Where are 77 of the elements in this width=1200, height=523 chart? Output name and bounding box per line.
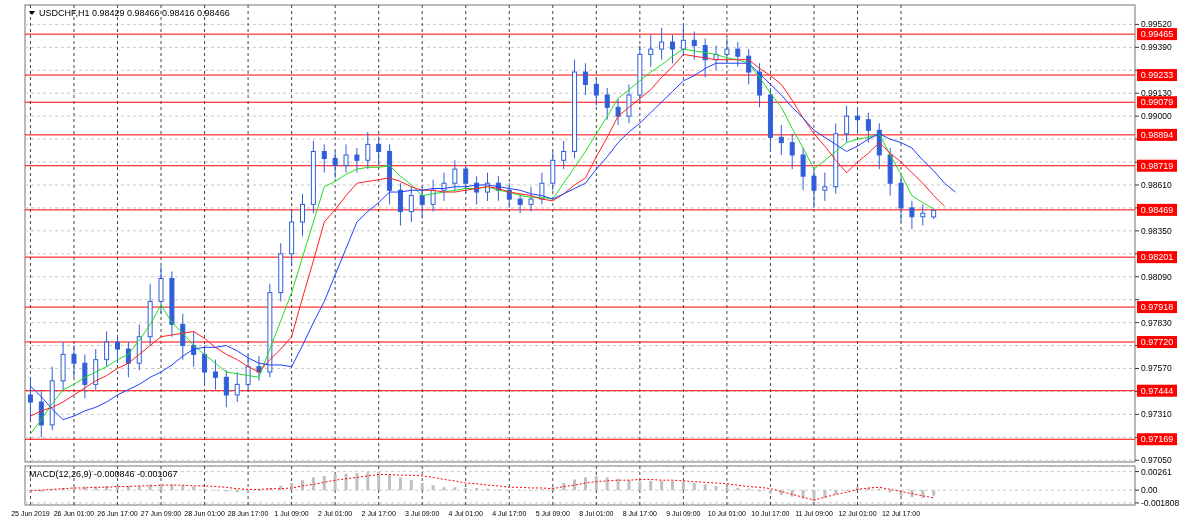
y-tick-label: -0.001808 — [1141, 497, 1180, 508]
candlestick — [419, 186, 425, 219]
y-tick-label: 0.99390 — [1141, 42, 1172, 53]
y-tick-label: 0.00 — [1141, 485, 1158, 496]
candlestick — [735, 41, 741, 68]
candlestick — [343, 143, 349, 174]
candlestick — [408, 186, 414, 223]
candlestick — [855, 106, 860, 135]
chart-title: MACD(12,26,9) -0.000846 -0.001067 — [29, 469, 178, 479]
candlestick — [844, 105, 850, 144]
candlestick — [321, 143, 327, 174]
y-tick-label: 0.97830 — [1141, 317, 1172, 328]
candlestick — [397, 182, 403, 227]
candlestick — [550, 150, 556, 191]
candlestick — [648, 34, 654, 68]
ref-line-label: 0.97444 — [1140, 385, 1174, 396]
candlestick — [202, 345, 208, 385]
candlestick — [604, 87, 610, 121]
y-tick-label: 0.99520 — [1141, 19, 1172, 30]
candlestick — [615, 98, 621, 126]
candlestick — [582, 62, 588, 96]
candlestick — [452, 159, 458, 191]
candlestick — [463, 165, 469, 195]
candlestick — [506, 182, 512, 209]
candlestick — [517, 193, 523, 214]
ref-line-label: 0.98469 — [1140, 205, 1174, 216]
candlestick — [354, 147, 360, 174]
candlestick — [71, 345, 77, 378]
candlestick — [82, 353, 88, 399]
candlestick — [245, 353, 251, 392]
candlestick — [332, 150, 338, 179]
ref-line-label: 0.98201 — [1140, 252, 1174, 263]
ref-line-label: 0.98719 — [1140, 160, 1174, 171]
candlestick — [800, 147, 806, 191]
candlestick — [593, 76, 599, 107]
candlestick — [300, 193, 305, 237]
candlestick — [909, 200, 915, 230]
candlestick — [561, 140, 567, 170]
y-tick-label: 0.98350 — [1141, 225, 1172, 236]
ref-line-label: 0.97720 — [1140, 337, 1174, 348]
y-tick-label: 0.97050 — [1141, 455, 1172, 466]
candlestick — [365, 131, 371, 170]
y-tick-label: 0.97310 — [1141, 409, 1172, 420]
y-tick-label: 0.99130 — [1141, 88, 1172, 99]
candlestick — [376, 136, 382, 167]
ref-line-label: 0.97918 — [1140, 302, 1174, 313]
candlestick — [212, 359, 218, 391]
candlestick — [865, 112, 871, 144]
candlestick — [789, 133, 795, 170]
candlestick — [691, 30, 697, 61]
y-tick-label: 0.00261 — [1141, 466, 1172, 477]
ref-line-label: 0.99233 — [1140, 70, 1174, 81]
candlestick — [670, 34, 675, 64]
candlestick — [778, 124, 784, 156]
candlestick — [822, 172, 828, 202]
candlestick — [223, 369, 229, 408]
candlestick — [27, 376, 33, 421]
y-tick-label: 0.98610 — [1141, 179, 1172, 190]
y-tick-label: 0.97570 — [1141, 363, 1172, 374]
y-tick-label: 0.99000 — [1141, 111, 1172, 122]
y-tick-label: 0.98090 — [1141, 271, 1172, 282]
candlestick — [158, 265, 164, 315]
candlestick — [626, 83, 632, 124]
candlestick — [104, 330, 110, 368]
ref-line-label: 0.97169 — [1140, 434, 1174, 445]
candlestick — [659, 27, 665, 61]
ref-line-label: 0.98894 — [1140, 130, 1174, 141]
candlestick — [528, 186, 534, 212]
candlestick — [724, 38, 730, 64]
ref-line-label: 0.99465 — [1140, 29, 1174, 40]
candlestick — [920, 203, 926, 227]
chart-title: USDCHF,H1 0.98429 0.98466 0.98416 0.98466 — [39, 8, 230, 18]
candlestick — [811, 168, 817, 209]
candlestick — [234, 371, 240, 403]
ref-line-label: 0.99079 — [1140, 97, 1174, 108]
candlestick — [680, 23, 686, 57]
candlestick — [115, 334, 120, 364]
